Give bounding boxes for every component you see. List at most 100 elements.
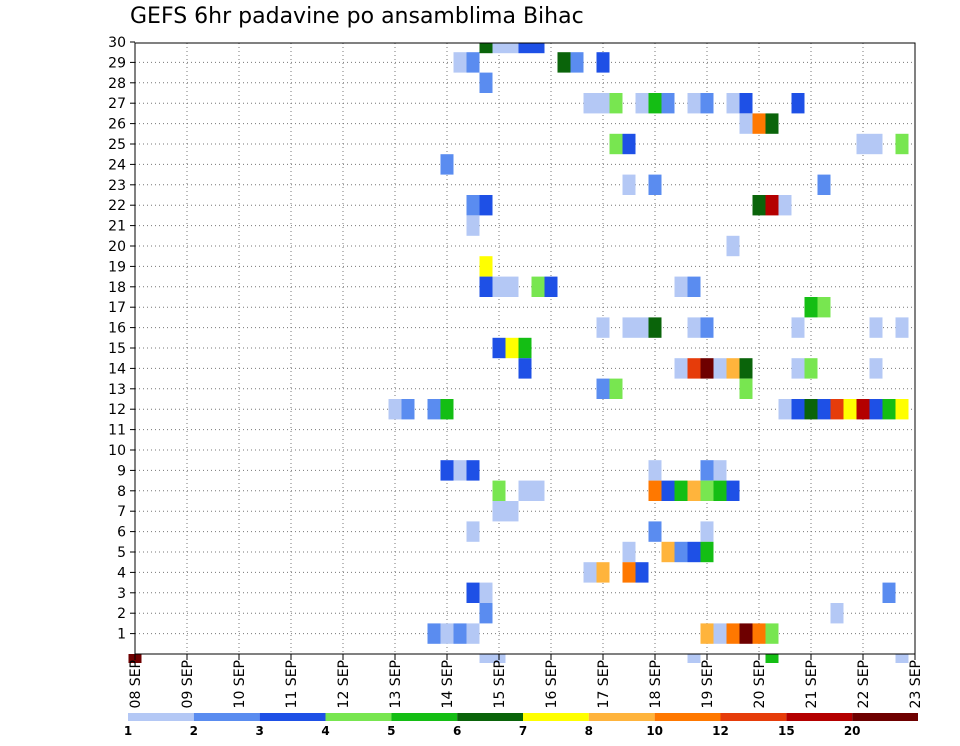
x-tick-label: 17 SEP bbox=[596, 660, 612, 708]
heatmap-cell bbox=[479, 654, 493, 663]
heatmap-cell bbox=[713, 480, 727, 501]
y-tick-label: 26 bbox=[108, 117, 126, 133]
heatmap-cell bbox=[622, 133, 636, 155]
heatmap-cell bbox=[648, 521, 662, 542]
heatmap-cell bbox=[505, 276, 519, 297]
heatmap-cell bbox=[700, 358, 714, 379]
heatmap-cell bbox=[661, 93, 675, 114]
heatmap-cell bbox=[570, 52, 584, 73]
heatmap-cell bbox=[518, 43, 532, 54]
heatmap-cell bbox=[778, 195, 792, 216]
y-tick-label: 23 bbox=[108, 178, 126, 194]
heatmap-cell bbox=[895, 399, 909, 420]
legend-swatch bbox=[193, 713, 260, 721]
y-tick-label: 8 bbox=[117, 484, 126, 500]
legend-label: 2 bbox=[190, 724, 198, 738]
heatmap-cell bbox=[687, 358, 701, 379]
heatmap-cell bbox=[661, 541, 675, 563]
heatmap-cell bbox=[557, 52, 571, 73]
heatmap-cell bbox=[635, 562, 649, 583]
x-tick-label: 19 SEP bbox=[700, 660, 716, 708]
heatmap-cell bbox=[492, 43, 506, 54]
x-tick-label: 10 SEP bbox=[232, 660, 248, 708]
heatmap-cell bbox=[622, 317, 636, 338]
heatmap-cell bbox=[687, 276, 701, 297]
legend-swatch bbox=[786, 713, 853, 721]
heatmap-cell bbox=[492, 480, 506, 501]
legend-label: 4 bbox=[321, 724, 329, 738]
y-tick-label: 30 bbox=[108, 35, 126, 51]
heatmap-cell bbox=[739, 93, 753, 114]
heatmap-cell bbox=[466, 623, 480, 644]
heatmap-cell bbox=[713, 358, 727, 379]
heatmap-cell bbox=[401, 399, 415, 420]
heatmap-cell bbox=[700, 623, 714, 644]
y-tick-label: 11 bbox=[108, 423, 126, 439]
heatmap-cell bbox=[505, 337, 519, 359]
heatmap-cell bbox=[648, 93, 662, 114]
heatmap-cell bbox=[466, 52, 480, 73]
x-tick-label: 18 SEP bbox=[648, 660, 664, 708]
legend-swatch bbox=[654, 713, 721, 721]
heatmap-cell bbox=[453, 460, 467, 481]
heatmap-cell bbox=[661, 480, 675, 501]
x-tick-label: 23 SEP bbox=[908, 660, 924, 708]
heatmap-cell bbox=[674, 358, 688, 379]
heatmap-cell bbox=[713, 460, 727, 481]
legend-label: 3 bbox=[255, 724, 263, 738]
heatmap-cell bbox=[804, 399, 818, 420]
heatmap-cell bbox=[596, 93, 610, 114]
heatmap-cell bbox=[583, 93, 597, 114]
heatmap-cell bbox=[700, 541, 714, 563]
legend-label: 15 bbox=[778, 724, 795, 738]
heatmap-cell bbox=[687, 317, 701, 338]
heatmap-cell bbox=[687, 654, 701, 663]
heatmap-cell bbox=[674, 541, 688, 563]
legend-swatch bbox=[523, 713, 589, 721]
heatmap-cell bbox=[674, 276, 688, 297]
heatmap-cell bbox=[739, 623, 753, 644]
heatmap-cell bbox=[700, 521, 714, 542]
legend-swatch bbox=[128, 713, 194, 721]
heatmap-cell bbox=[583, 562, 597, 583]
legend-colorbar: 1 2 3 4 5 6 7 8 10 12 15 20 bbox=[124, 713, 918, 738]
heatmap-cell bbox=[869, 317, 883, 338]
x-tick-label: 16 SEP bbox=[544, 660, 560, 708]
heatmap-cell bbox=[622, 541, 636, 563]
heatmap-cell bbox=[492, 337, 506, 359]
legend-label: 5 bbox=[387, 724, 395, 738]
y-tick-label: 1 bbox=[117, 627, 126, 643]
heatmap-cell bbox=[492, 501, 506, 522]
legend-swatch bbox=[259, 713, 326, 721]
y-tick-label: 6 bbox=[117, 525, 126, 541]
heatmap-cell bbox=[479, 256, 493, 277]
legend-swatch bbox=[325, 713, 392, 721]
heatmap-cell bbox=[544, 276, 558, 297]
heatmap-cell bbox=[648, 480, 662, 501]
heatmap-cell bbox=[453, 52, 467, 73]
y-tick-label: 7 bbox=[117, 504, 126, 520]
heatmap-cell bbox=[440, 460, 454, 481]
legend-swatch bbox=[720, 713, 787, 721]
heatmap-cell bbox=[765, 113, 779, 134]
heatmap-cell bbox=[804, 297, 818, 318]
legend-swatch bbox=[457, 713, 523, 721]
heatmap-cell bbox=[609, 93, 623, 114]
heatmap-cell bbox=[817, 399, 831, 420]
heatmap-cell bbox=[687, 480, 701, 501]
heatmap-cell bbox=[791, 93, 805, 114]
heatmap-cell bbox=[726, 235, 740, 257]
heatmap-cell bbox=[882, 582, 896, 603]
heatmap-cells bbox=[128, 43, 909, 663]
heatmap-cell bbox=[440, 154, 454, 175]
heatmap-cell bbox=[791, 399, 805, 420]
heatmap-cell bbox=[700, 460, 714, 481]
heatmap-cell bbox=[752, 623, 766, 644]
heatmap-cell bbox=[674, 480, 688, 501]
heatmap-cell bbox=[531, 480, 545, 501]
y-tick-label: 24 bbox=[108, 157, 126, 173]
heatmap-cell bbox=[843, 399, 857, 420]
x-tick-label: 15 SEP bbox=[492, 660, 508, 708]
heatmap-cell bbox=[596, 52, 610, 73]
